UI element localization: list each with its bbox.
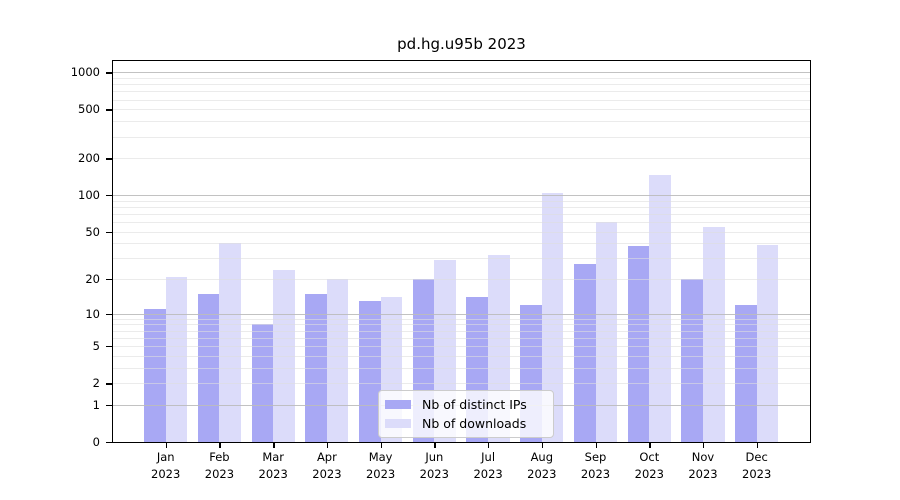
x-tick-nov-2023 (703, 443, 705, 448)
gridline-6 (113, 337, 810, 339)
y-tick-20 (106, 279, 112, 281)
legend-swatch-distinct-ips (385, 400, 411, 409)
y-tick-label-200: 200 (78, 151, 100, 166)
x-tick-label-jul-2023: Jul 2023 (473, 450, 503, 481)
x-tick-may-2023 (380, 443, 382, 448)
gridline-40 (113, 243, 810, 245)
bar-downloads-jan-2023 (165, 276, 188, 442)
bar-downloads-oct-2023 (649, 175, 671, 442)
y-tick-label-5: 5 (92, 339, 100, 354)
y-tick-50 (106, 231, 112, 233)
x-tick-label-nov-2023: Nov 2023 (688, 450, 718, 481)
gridline-400 (113, 121, 810, 123)
gridline-2 (113, 383, 810, 385)
x-tick-aug-2023 (541, 443, 544, 448)
x-tick-label-jan-2023: Jan 2023 (151, 450, 181, 481)
bar-downloads-nov-2023 (703, 226, 725, 442)
bar-downloads-dec-2023 (756, 244, 779, 442)
y-tick-500 (106, 109, 112, 111)
x-tick-feb-2023 (219, 443, 221, 448)
gridline-20 (113, 279, 810, 281)
gridline-5 (113, 346, 810, 348)
x-tick-label-sep-2023: Sep 2023 (580, 450, 611, 481)
bar-downloads-feb-2023 (219, 243, 242, 442)
bar-distinct-ips-jan-2023 (144, 309, 166, 442)
bar-distinct-ips-nov-2023 (681, 279, 703, 442)
legend: Nb of distinct IPs Nb of downloads (378, 390, 554, 438)
y-tick-label-1: 1 (92, 397, 100, 412)
bar-distinct-ips-dec-2023 (735, 304, 757, 442)
legend-swatch-downloads (385, 419, 411, 428)
chart-title: pd.hg.u95b 2023 (397, 35, 526, 53)
x-tick-jan-2023 (165, 443, 168, 448)
y-tick-label-20: 20 (85, 272, 100, 287)
x-tick-label-feb-2023: Feb 2023 (204, 450, 235, 481)
x-tick-jul-2023 (488, 443, 490, 448)
y-tick-label-1000: 1000 (70, 65, 100, 80)
x-tick-label-oct-2023: Oct 2023 (634, 450, 664, 481)
y-tick-1 (106, 404, 112, 407)
gridline-100 (113, 195, 810, 197)
y-tick-200 (106, 158, 112, 160)
gridline-4 (113, 355, 810, 357)
gridline-700 (113, 91, 810, 93)
y-tick-label-0: 0 (92, 435, 100, 449)
x-tick-label-dec-2023: Dec 2023 (742, 450, 772, 481)
bar-distinct-ips-oct-2023 (627, 246, 650, 442)
gridline-200 (113, 158, 810, 160)
x-tick-mar-2023 (273, 443, 275, 448)
x-tick-dec-2023 (756, 443, 759, 448)
bar-downloads-aug-2023 (541, 192, 564, 442)
gridline-9 (113, 318, 810, 320)
gridline-1000 (113, 72, 810, 74)
x-tick-label-jun-2023: Jun 2023 (419, 450, 449, 481)
legend-label-downloads: Nb of downloads (422, 416, 527, 431)
y-tick-label-500: 500 (78, 102, 100, 117)
x-tick-label-aug-2023: Aug 2023 (527, 450, 557, 481)
plot-inner (113, 61, 810, 442)
gridline-30 (113, 258, 810, 260)
gridline-3 (113, 367, 810, 369)
gridline-70 (113, 213, 810, 215)
y-tick-label-10: 10 (85, 306, 100, 321)
y-tick-10 (106, 313, 112, 316)
bar-distinct-ips-may-2023 (359, 300, 381, 442)
legend-item-downloads: Nb of downloads (385, 416, 547, 431)
legend-item-distinct-ips: Nb of distinct IPs (385, 397, 547, 412)
x-tick-jun-2023 (434, 443, 436, 448)
plot-area (112, 60, 811, 443)
bar-distinct-ips-sep-2023 (573, 263, 596, 442)
x-tick-label-may-2023: May 2023 (365, 450, 396, 481)
y-tick-1000 (106, 72, 112, 74)
y-tick-5 (106, 346, 112, 348)
x-tick-label-mar-2023: Mar 2023 (258, 450, 288, 481)
gridline-800 (113, 84, 810, 86)
bar-downloads-apr-2023 (326, 279, 349, 442)
gridline-500 (113, 109, 810, 111)
gridline-300 (113, 136, 810, 138)
bar-downloads-sep-2023 (595, 222, 618, 442)
y-tick-2 (106, 383, 112, 385)
y-tick-100 (106, 195, 112, 197)
gridline-8 (113, 324, 810, 326)
gridline-80 (113, 206, 810, 208)
gridline-50 (113, 231, 810, 233)
gridline-10 (113, 313, 810, 315)
gridline-60 (113, 222, 810, 223)
legend-label-distinct-ips: Nb of distinct IPs (422, 397, 527, 412)
gridline-900 (113, 78, 810, 79)
gridline-600 (113, 99, 810, 101)
y-tick-label-2: 2 (92, 376, 100, 391)
x-tick-label-apr-2023: Apr 2023 (312, 450, 342, 481)
x-tick-apr-2023 (326, 443, 329, 448)
gridline-90 (113, 200, 810, 202)
x-tick-sep-2023 (595, 443, 597, 448)
x-tick-oct-2023 (649, 443, 651, 448)
y-tick-0 (106, 442, 112, 444)
y-tick-label-100: 100 (78, 188, 100, 203)
y-tick-label-50: 50 (85, 224, 100, 239)
gridline-7 (113, 330, 810, 332)
